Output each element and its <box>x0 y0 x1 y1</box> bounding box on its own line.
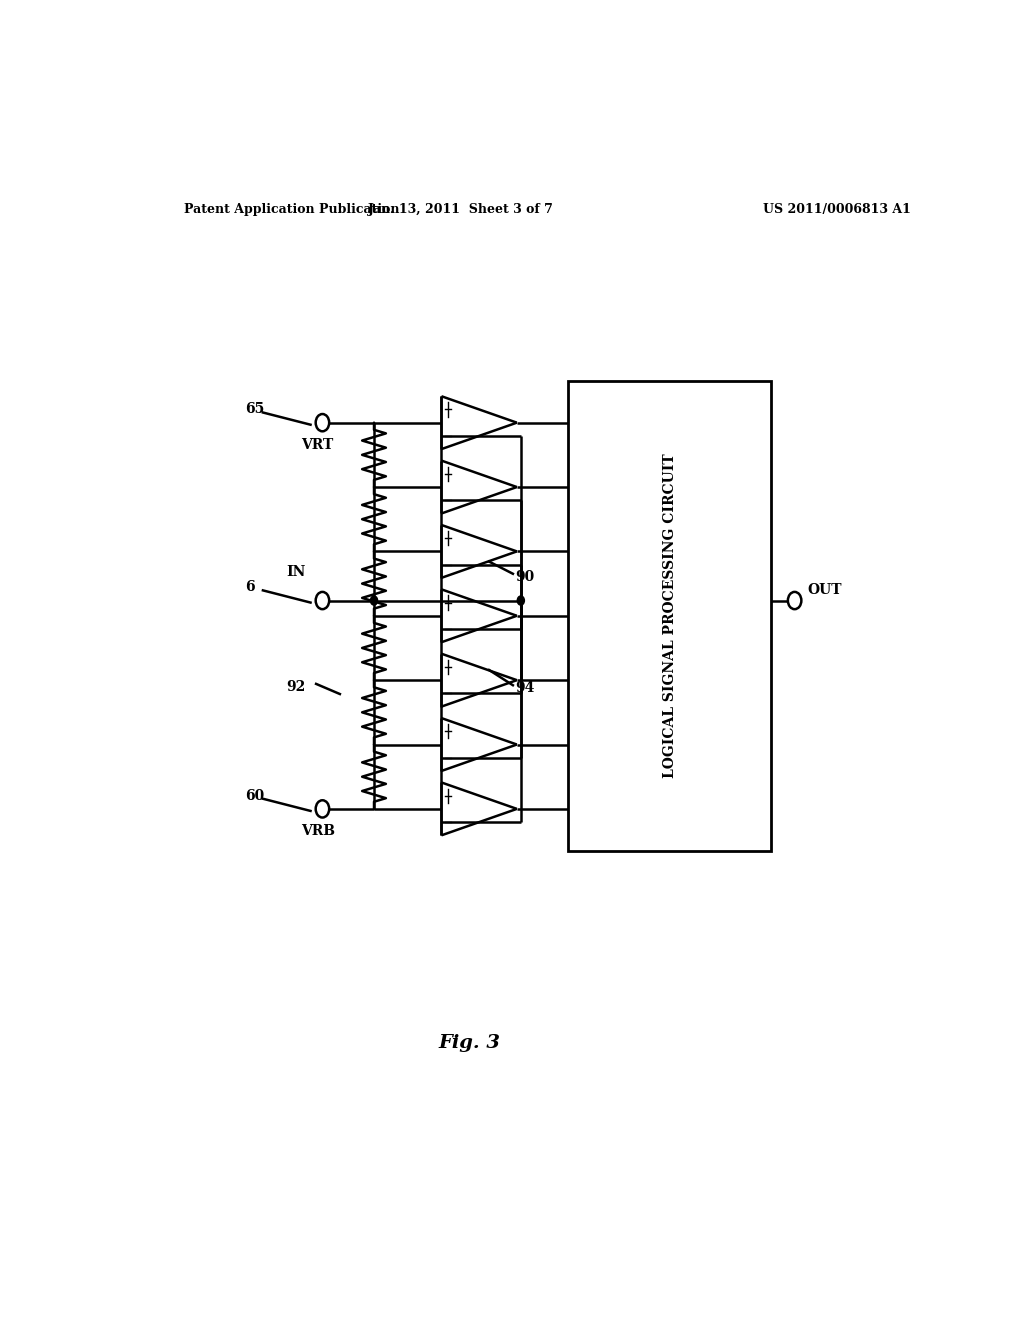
Text: 92: 92 <box>287 680 306 694</box>
Text: IN: IN <box>287 565 306 579</box>
Bar <box>568 381 771 850</box>
Text: US 2011/0006813 A1: US 2011/0006813 A1 <box>763 203 910 215</box>
Text: 60: 60 <box>246 788 264 803</box>
Circle shape <box>517 595 524 605</box>
Text: 94: 94 <box>515 681 535 696</box>
Text: Jan. 13, 2011  Sheet 3 of 7: Jan. 13, 2011 Sheet 3 of 7 <box>369 203 554 215</box>
Text: Fig. 3: Fig. 3 <box>438 1034 501 1052</box>
Text: 65: 65 <box>246 403 264 416</box>
Text: VRT: VRT <box>301 438 333 451</box>
Text: LOGICAL SIGNAL PROCESSING CIRCUIT: LOGICAL SIGNAL PROCESSING CIRCUIT <box>663 454 677 777</box>
Text: 6: 6 <box>246 581 255 594</box>
Text: Patent Application Publication: Patent Application Publication <box>183 203 399 215</box>
Text: 90: 90 <box>515 570 535 583</box>
Circle shape <box>371 595 378 605</box>
Text: VRB: VRB <box>301 824 335 838</box>
Text: OUT: OUT <box>808 583 842 598</box>
